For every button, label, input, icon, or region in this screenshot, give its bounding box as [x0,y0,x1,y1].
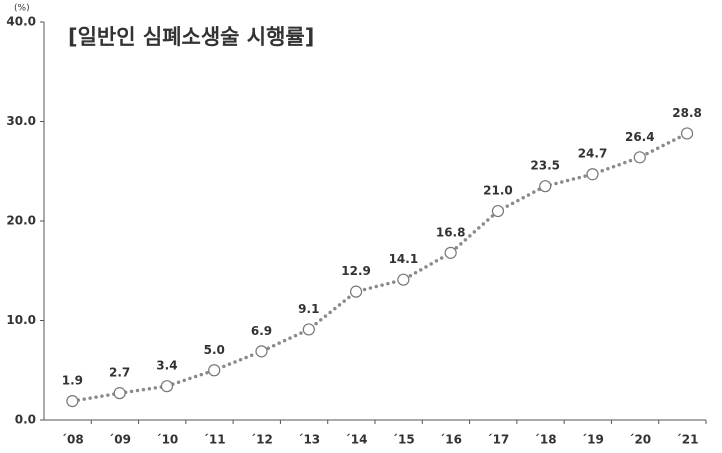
x-tick-label: ´18 [534,433,557,447]
marker [397,273,410,286]
series-line [70,131,689,403]
chart-title: [일반인 심폐소생술 시행률] [68,25,314,49]
marker [255,345,268,358]
x-tick-label: ´13 [297,433,320,447]
marker [586,168,599,181]
data-label: 16.8 [436,225,466,239]
data-label: 12.9 [341,264,371,278]
y-tick-label: 30.0 [6,114,36,128]
marker [633,151,646,164]
data-label: 5.0 [204,343,225,357]
data-label: 2.7 [109,366,130,380]
x-tick-label: ´11 [203,433,226,447]
marker [208,364,221,377]
data-label: 28.8 [672,106,702,120]
marker [302,323,315,336]
y-tick-label: 10.0 [6,313,36,327]
x-tick-label: ´17 [487,433,510,447]
x-tick-label: ´10 [156,433,179,447]
x-tick-label: ´19 [581,433,604,447]
y-tick-label: 0.0 [15,413,36,427]
x-tick-label: ´14 [345,433,368,447]
marker [680,127,694,140]
marker [349,285,363,298]
marker [160,380,174,393]
data-label: 26.4 [625,130,655,144]
y-tick-label: 40.0 [6,15,36,29]
x-tick-label: ´20 [628,433,651,447]
x-tick-label: ´09 [108,433,131,447]
data-label: 23.5 [530,159,560,173]
marker [113,387,126,400]
x-tick-label: ´12 [250,433,273,447]
data-label: 14.1 [389,252,419,266]
data-label: 3.4 [156,359,177,373]
y-unit: (%) [14,4,30,14]
data-label: 21.0 [483,184,513,198]
marker [444,246,457,259]
x-tick-label: ´16 [439,433,462,447]
data-label: 6.9 [251,324,272,338]
data-label: 1.9 [62,374,83,388]
x-tick-label: ´15 [392,433,415,447]
data-label: 9.1 [298,302,319,316]
x-tick-label: ´08 [61,433,84,447]
marker [539,180,552,193]
marker [491,204,505,218]
x-tick-label: ´21 [676,433,699,447]
marker [66,394,79,408]
data-label: 24.7 [578,147,608,161]
y-tick-label: 20.0 [6,214,36,228]
